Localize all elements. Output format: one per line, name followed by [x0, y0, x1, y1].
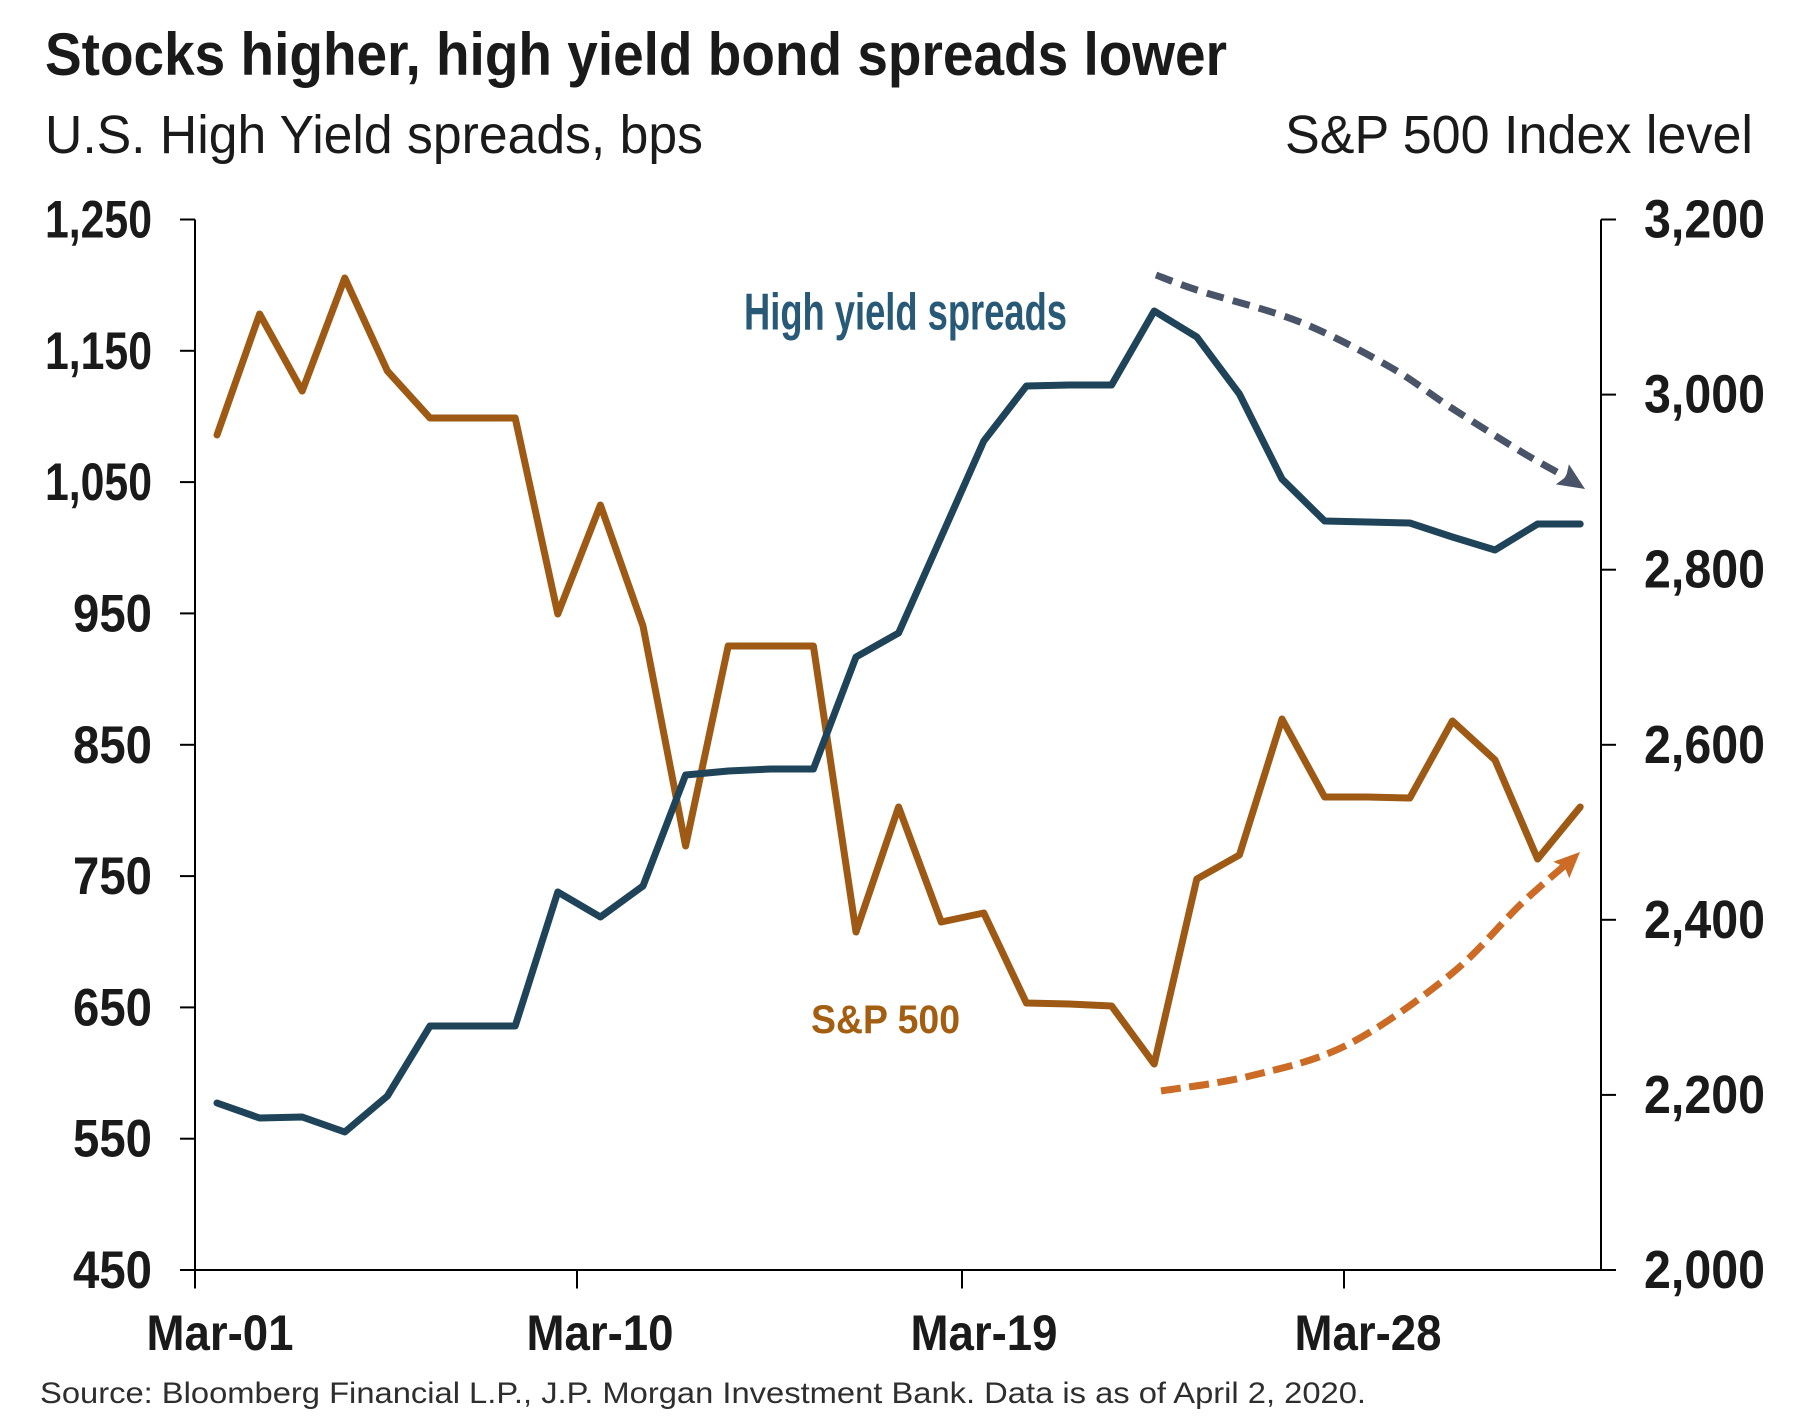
- svg-text:3,200: 3,200: [1644, 190, 1765, 250]
- svg-text:1,250: 1,250: [45, 191, 152, 250]
- svg-text:High yield spreads: High yield spreads: [744, 284, 1067, 342]
- svg-text:S&P 500 Index level: S&P 500 Index level: [1285, 105, 1753, 165]
- svg-text:950: 950: [73, 584, 152, 643]
- svg-text:Mar-28: Mar-28: [1295, 1305, 1442, 1361]
- svg-text:S&P 500: S&P 500: [811, 998, 960, 1042]
- svg-text:2,000: 2,000: [1644, 1240, 1765, 1300]
- svg-text:Stocks higher, high yield bond: Stocks higher, high yield bond spreads l…: [45, 21, 1227, 88]
- svg-text:2,600: 2,600: [1644, 715, 1765, 775]
- svg-text:3,000: 3,000: [1644, 365, 1765, 425]
- svg-text:750: 750: [73, 847, 152, 906]
- svg-text:2,800: 2,800: [1644, 540, 1765, 600]
- svg-text:1,050: 1,050: [45, 453, 152, 512]
- svg-text:Mar-19: Mar-19: [911, 1305, 1058, 1361]
- svg-text:550: 550: [73, 1110, 152, 1169]
- svg-text:Mar-10: Mar-10: [527, 1305, 674, 1361]
- svg-text:Source: Bloomberg Financial L.: Source: Bloomberg Financial L.P., J.P. M…: [40, 1377, 1366, 1410]
- svg-text:450: 450: [73, 1241, 152, 1300]
- svg-text:Mar-01: Mar-01: [147, 1305, 294, 1361]
- svg-text:850: 850: [73, 716, 152, 775]
- svg-text:1,150: 1,150: [45, 322, 152, 381]
- svg-text:2,200: 2,200: [1644, 1065, 1765, 1125]
- svg-text:U.S. High Yield spreads, bps: U.S. High Yield spreads, bps: [45, 105, 703, 165]
- svg-text:2,400: 2,400: [1644, 890, 1765, 950]
- svg-text:650: 650: [73, 978, 152, 1037]
